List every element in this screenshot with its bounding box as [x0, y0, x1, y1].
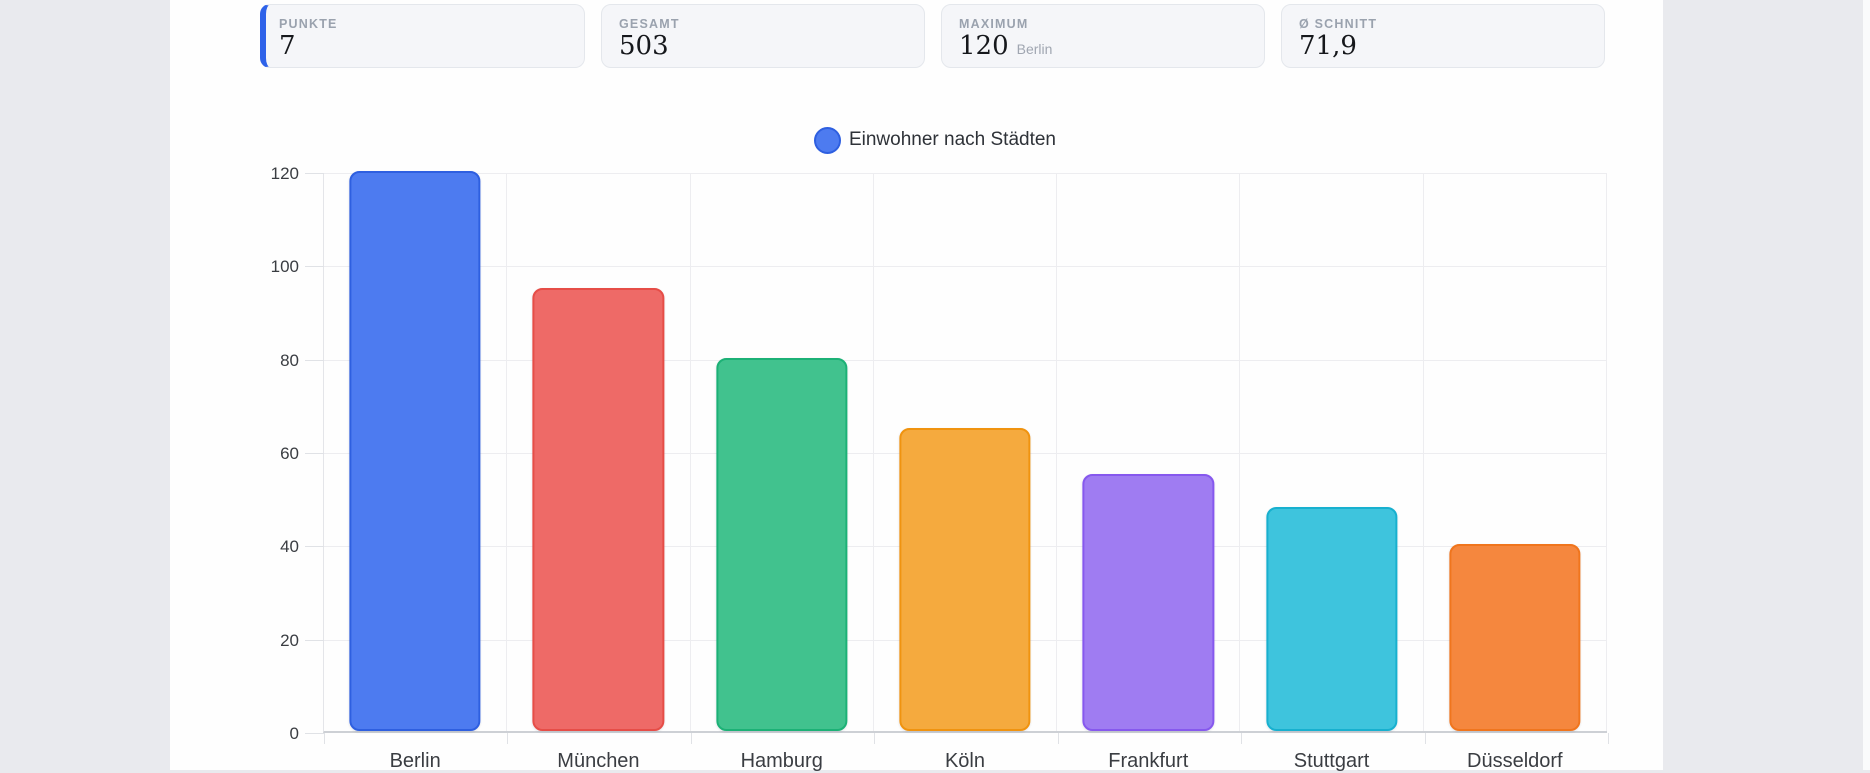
bar-frankfurt[interactable]: [1082, 474, 1214, 731]
chart-legend[interactable]: Einwohner nach Städten: [260, 124, 1610, 156]
y-axis-tick: [305, 359, 324, 361]
bar-kln[interactable]: [899, 427, 1031, 731]
y-axis-label: 60: [280, 444, 299, 463]
x-axis-label: Düsseldorf: [1467, 750, 1563, 772]
y-axis-tick: [305, 173, 324, 174]
gridline: [324, 359, 1607, 361]
x-axis-tick: [1057, 733, 1059, 744]
x-axis-tick: [1241, 733, 1243, 744]
stat-value: 71,9: [1299, 31, 1357, 61]
bar-mnchen[interactable]: [532, 287, 665, 731]
y-axis-label: 0: [289, 724, 299, 743]
chart-title: Einwohner nach Städten: [848, 129, 1057, 150]
x-axis-label: Hamburg: [740, 750, 823, 772]
plot-area: 0 20 40 60 80 100 120 Berlin München Hamburg Köln F…: [271, 165, 1609, 772]
category-column: Frankfurt: [1057, 173, 1241, 772]
gridline: [324, 173, 1607, 174]
x-axis-tick: [1424, 733, 1426, 744]
stat-label: GESAMT: [619, 17, 680, 31]
y-axis-label: 120: [270, 164, 299, 183]
y-axis-tick: [305, 546, 324, 548]
x-axis-label: Frankfurt: [1108, 750, 1189, 772]
y-axis-label: 100: [270, 257, 299, 277]
x-axis-tick: [1608, 733, 1609, 744]
stat-card-schnitt: Ø SCHNITT 71,9: [1281, 4, 1605, 68]
y-axis-label: 80: [280, 350, 299, 370]
category-column: Düsseldorf: [1424, 173, 1607, 772]
stat-card-punkte: PUNKTE 7: [260, 4, 585, 68]
bar-columns: Berlin München Hamburg Köln Frankfurt Stuttga…: [324, 171, 1607, 772]
y-axis-tick: [305, 453, 324, 454]
x-axis-label: München: [557, 750, 640, 772]
bar-dsseldorf[interactable]: [1449, 544, 1581, 731]
category-column: Stuttgart: [1240, 173, 1424, 772]
stat-value: 120: [959, 31, 1009, 61]
stat-label: MAXIMUM: [959, 17, 1029, 31]
stat-label: PUNKTE: [279, 17, 338, 31]
bar-berlin[interactable]: [349, 171, 481, 731]
stat-card-maximum: MAXIMUM 120 Berlin: [941, 4, 1265, 68]
x-axis-label: Stuttgart: [1293, 750, 1370, 772]
stat-card-gesamt: GESAMT 503: [601, 4, 925, 68]
y-axis-label: 20: [280, 630, 299, 650]
stats-row: PUNKTE 7 GESAMT 503 MAXIMUM 120 Berlin Ø…: [260, 4, 1605, 68]
bar-stuttgart[interactable]: [1265, 507, 1398, 731]
stat-sub: Berlin: [1016, 41, 1053, 57]
y-axis-label: 40: [280, 537, 299, 557]
y-axis-tick: [305, 639, 324, 641]
x-axis-tick: [324, 733, 325, 744]
right-edge-strip: [1863, 0, 1870, 770]
stat-label: Ø SCHNITT: [1299, 17, 1378, 31]
category-column: Köln: [874, 173, 1058, 772]
x-axis-label: Köln: [944, 750, 985, 772]
y-axis-tick: [305, 266, 324, 268]
gridline: [324, 266, 1607, 268]
category-column: Hamburg: [691, 173, 874, 772]
stat-value: 7: [279, 31, 296, 61]
category-column: München: [507, 173, 691, 772]
x-axis-tick: [507, 733, 509, 744]
x-axis-tick: [690, 733, 692, 744]
content-panel: PUNKTE 7 GESAMT 503 MAXIMUM 120 Berlin Ø…: [170, 0, 1663, 772]
bar-hamburg[interactable]: [716, 357, 848, 731]
y-axis-tick: [305, 733, 324, 734]
x-axis-label: Berlin: [389, 750, 441, 772]
legend-swatch-icon: [813, 126, 841, 154]
x-axis-tick: [874, 733, 876, 744]
category-column: Berlin: [324, 171, 508, 772]
stat-value: 503: [619, 31, 669, 61]
